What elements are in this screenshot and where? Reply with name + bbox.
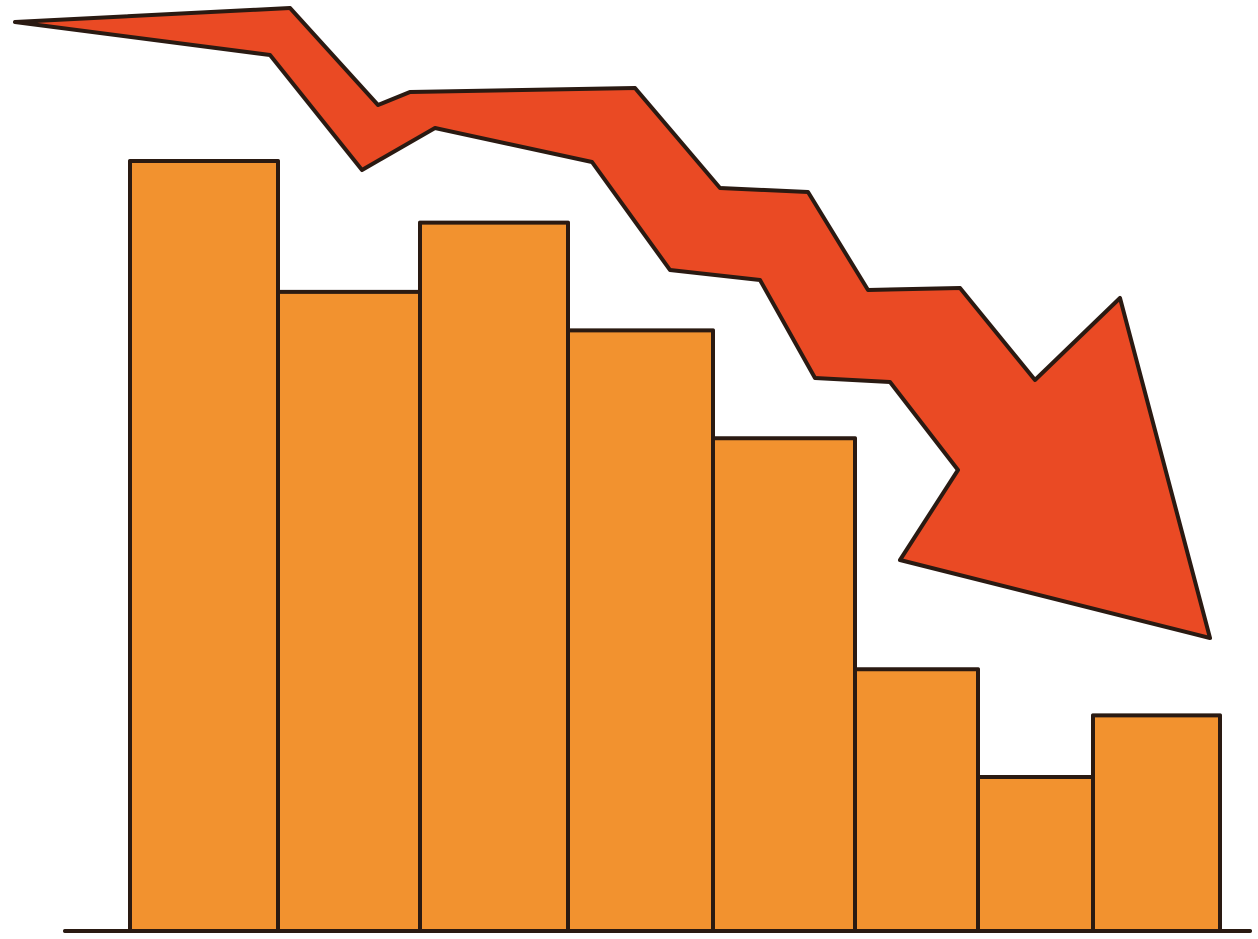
trend-arrow: [13, 6, 1212, 640]
bar: [418, 220, 570, 934]
bar: [276, 289, 422, 933]
bar: [566, 328, 715, 933]
bar: [128, 159, 280, 933]
bar: [976, 775, 1095, 933]
bar: [711, 436, 857, 933]
bars: [128, 159, 1222, 934]
bar: [853, 667, 980, 933]
bar: [1091, 713, 1222, 934]
